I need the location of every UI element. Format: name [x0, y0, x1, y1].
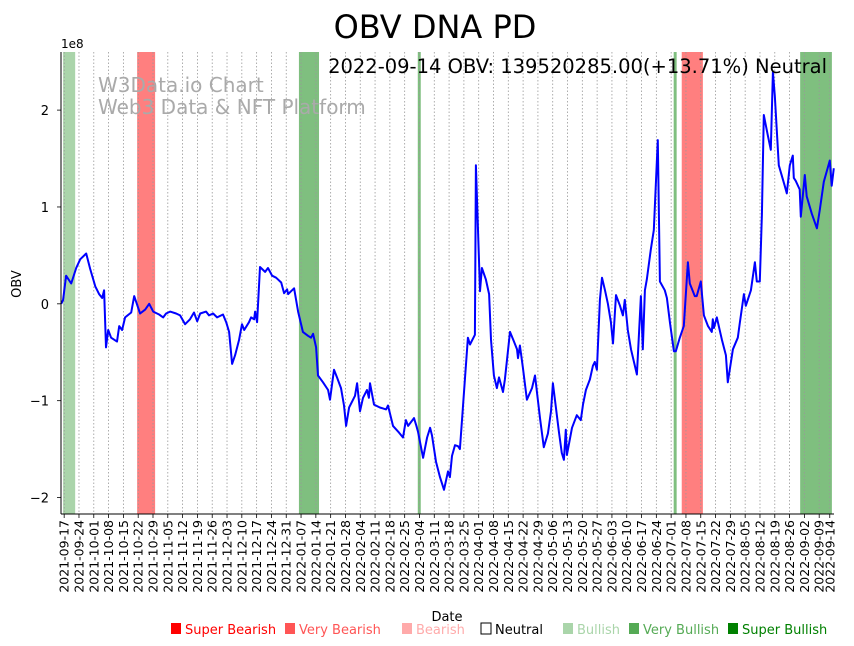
- legend-label-bullish: Bullish: [577, 623, 620, 638]
- x-tick-label: 2022-09-14: [822, 520, 837, 593]
- legend-label-very-bearish: Very Bearish: [299, 623, 381, 638]
- x-tick-label: 2022-02-18: [382, 520, 397, 593]
- obv-series: [60, 71, 835, 491]
- x-tick-label: 2021-10-01: [86, 520, 101, 593]
- x-tick-label: 2022-05-27: [590, 520, 605, 593]
- legend-label-super-bullish: Super Bullish: [742, 623, 827, 638]
- legend-swatch-bearish: [402, 623, 412, 634]
- x-tick-label: 2021-11-12: [175, 520, 190, 593]
- x-tick-label: 2022-06-17: [634, 520, 649, 593]
- x-tick-label: 2022-01-28: [338, 520, 353, 593]
- x-tick-label: 2021-12-17: [249, 520, 264, 593]
- x-tick-label: 2022-07-08: [678, 520, 693, 593]
- x-tick-label: 2022-05-06: [545, 520, 560, 593]
- legend-swatch-very-bearish: [285, 623, 295, 634]
- legend-label-bearish: Bearish: [416, 623, 465, 638]
- legend-label-very-bullish: Very Bullish: [643, 623, 719, 638]
- x-tick-label: 2021-11-05: [160, 520, 175, 593]
- y-tick-label: −1: [30, 395, 49, 410]
- x-tick-label: 2021-10-22: [131, 520, 146, 593]
- legend: Super Bearish Very Bearish Bearish Neutral B…: [171, 622, 827, 638]
- signal-bands: [63, 52, 832, 514]
- y-axis-label: OBV: [10, 270, 25, 298]
- band-very-bullish: [63, 52, 76, 514]
- x-tick-label: 2022-04-15: [501, 520, 516, 593]
- x-tick-label: 2021-09-24: [71, 520, 86, 593]
- gridlines: [63, 52, 831, 514]
- x-tick-label: 2022-08-12: [752, 520, 767, 593]
- legend-swatch-neutral: [480, 622, 492, 635]
- x-tick-label: 2022-04-29: [530, 520, 545, 593]
- legend-label-super-bearish: Super Bearish: [185, 623, 276, 638]
- x-tick-label: 2022-03-11: [427, 520, 442, 593]
- chart-title: OBV DNA PD: [334, 8, 537, 46]
- x-tick-label: 2022-04-22: [516, 520, 531, 593]
- x-tick-label: 2022-08-05: [738, 520, 753, 593]
- y-ticks: 2 1 0 −1 −2: [30, 104, 61, 507]
- obv-line: [60, 71, 835, 491]
- x-tick-label: 2022-02-25: [397, 520, 412, 593]
- x-tick-label: 2021-12-10: [234, 520, 249, 593]
- y-tick-label: 0: [41, 298, 49, 313]
- x-tick-label: 2022-06-10: [619, 520, 634, 593]
- last-value-annotation: 2022-09-14 OBV: 139520285.00(+13.71%) Ne…: [328, 55, 827, 78]
- x-tick-label: 2021-12-24: [264, 520, 279, 593]
- x-tick-label: 2021-10-08: [101, 520, 116, 593]
- x-tick-label: 2022-01-14: [308, 520, 323, 593]
- x-tick-label: 2022-07-15: [693, 520, 708, 593]
- x-tick-label: 2022-05-20: [575, 520, 590, 593]
- x-tick-label: 2022-06-03: [604, 520, 619, 593]
- y-tick-label: −2: [30, 492, 49, 507]
- x-tick-label: 2022-01-21: [323, 520, 338, 593]
- x-tick-label: 2022-06-24: [649, 520, 664, 593]
- x-tick-label: 2022-01-07: [294, 520, 309, 593]
- x-tick-label: 2022-08-26: [782, 520, 797, 593]
- watermark-line-2: Web3 Data & NFT Platform: [98, 95, 366, 119]
- x-tick-label: 2021-11-19: [190, 520, 205, 593]
- x-tick-label: 2022-08-19: [767, 520, 782, 593]
- band-super-bullish: [800, 52, 832, 514]
- legend-swatch-bullish: [563, 623, 573, 634]
- legend-label-neutral: Neutral: [495, 623, 543, 638]
- x-tick-label: 2022-04-01: [471, 520, 486, 593]
- watermark-line-1: W3Data.io Chart: [98, 73, 264, 97]
- x-tick-label: 2021-09-17: [57, 520, 72, 593]
- x-tick-label: 2022-07-22: [708, 520, 723, 593]
- x-tick-label: 2022-05-13: [560, 520, 575, 593]
- x-ticks: 2021-09-17 2021-09-24 2021-10-01 2021-10-08…: [57, 514, 837, 593]
- x-tick-label: 2022-03-04: [412, 520, 427, 593]
- legend-swatch-super-bullish: [728, 623, 738, 634]
- y-tick-label: 2: [41, 104, 49, 119]
- x-tick-label: 2021-12-03: [220, 520, 235, 593]
- band-super-bearish: [681, 52, 703, 514]
- y-scale-label: 1e8: [61, 37, 84, 51]
- x-tick-label: 2022-03-18: [442, 520, 457, 593]
- x-tick-label: 2022-03-25: [456, 520, 471, 593]
- x-tick-label: 2021-10-15: [116, 520, 131, 593]
- x-tick-label: 2021-10-29: [145, 520, 160, 593]
- x-tick-label: 2022-04-08: [486, 520, 501, 593]
- band-super-bullish: [673, 52, 677, 514]
- x-tick-label: 2022-07-01: [664, 520, 679, 593]
- legend-swatch-very-bullish: [629, 623, 639, 634]
- x-tick-label: 2022-09-09: [812, 520, 827, 593]
- x-tick-label: 2022-02-04: [353, 520, 368, 593]
- x-axis-label: Date: [431, 610, 462, 625]
- y-tick-label: 1: [41, 201, 49, 216]
- x-tick-label: 2022-09-02: [797, 520, 812, 593]
- x-tick-label: 2021-12-31: [279, 520, 294, 593]
- x-tick-label: 2022-07-29: [723, 520, 738, 593]
- band-super-bearish: [137, 52, 156, 514]
- band-super-bullish: [298, 52, 320, 514]
- legend-swatch-super-bearish: [171, 623, 181, 634]
- x-tick-label: 2022-02-11: [368, 520, 383, 593]
- x-tick-label: 2021-11-26: [205, 520, 220, 593]
